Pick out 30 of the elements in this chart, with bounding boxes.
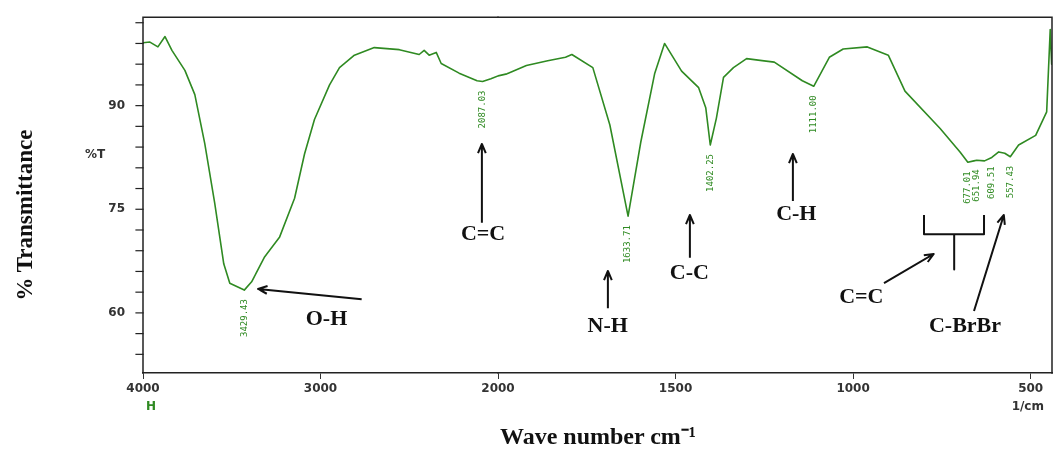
annotation: 3429.43 — [238, 299, 249, 338]
text: 1/cm — [1011, 399, 1044, 414]
x-tick-label: 1000 — [836, 381, 870, 396]
x-tick-label: 3000 — [303, 381, 338, 396]
annotation: C-H — [776, 200, 817, 226]
y-tick-label: 60 — [108, 305, 125, 320]
x-tick-label: 2000 — [481, 381, 515, 396]
annotation: C-C — [669, 259, 709, 285]
x-tick-label: 500 — [1018, 381, 1044, 396]
text: H — [145, 399, 157, 414]
annotation: C=C — [460, 219, 506, 245]
y-axis-title: % Transmittance — [11, 129, 37, 301]
annotation: 557.43 — [1004, 165, 1015, 199]
annotation: O-H — [305, 304, 348, 330]
annotation: 609.51 — [986, 166, 997, 199]
annotation: 1111.00 — [808, 95, 819, 134]
annotation: 677.01 — [962, 171, 973, 204]
x-tick-label: 4000 — [126, 381, 160, 396]
x-tick-label: 1500 — [658, 381, 693, 396]
y-tick-label: 75 — [108, 201, 125, 216]
annotation: C-BrBr — [928, 311, 1002, 337]
annotation: 651.94 — [971, 169, 982, 202]
annotation: 2087.03 — [476, 90, 487, 129]
annotation: 1633.71 — [622, 225, 633, 264]
y-tick-label: 90 — [108, 97, 125, 112]
x-axis-title: Wave number cm⁻¹ — [499, 423, 697, 450]
annotation: N-H — [587, 311, 628, 337]
annotation: C=C — [839, 282, 884, 308]
text: %T — [85, 147, 107, 162]
annotation: 1402.25 — [704, 154, 715, 192]
